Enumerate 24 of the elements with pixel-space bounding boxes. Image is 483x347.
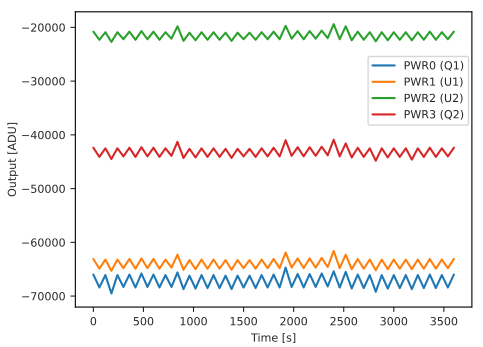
x-tick-label: 500: [134, 317, 154, 326]
line-series: [92, 250, 455, 272]
legend-label: PWR1 (U1): [404, 77, 463, 88]
y-tick-label: −30000: [22, 77, 65, 86]
y-tick-label: −70000: [22, 292, 65, 300]
x-axis-title: Time [s]: [251, 333, 296, 344]
x-tick-label: 0: [90, 317, 96, 326]
x-tick-label: 3500: [430, 317, 458, 326]
x-tick-label: 1000: [180, 317, 207, 326]
legend-label: PWR3 (Q2): [404, 110, 464, 120]
line-series: [92, 266, 455, 294]
y-tick-label: −40000: [22, 130, 65, 140]
x-tick-label: 3000: [380, 317, 408, 326]
x-tick-label: 2000: [280, 317, 308, 326]
x-tick-label: 2500: [330, 317, 358, 326]
legend-label: PWR0 (Q1): [404, 60, 464, 71]
legend-label: PWR2 (U2): [404, 94, 463, 104]
y-tick-label: −60000: [22, 238, 65, 247]
x-tick-label: 1500: [230, 317, 257, 326]
y-tick-label: −20000: [22, 23, 65, 32]
line-series: [92, 138, 455, 162]
y-axis-title: Output [ADU]: [7, 122, 18, 196]
line-series: [92, 23, 455, 43]
y-tick-label: −50000: [22, 184, 65, 193]
